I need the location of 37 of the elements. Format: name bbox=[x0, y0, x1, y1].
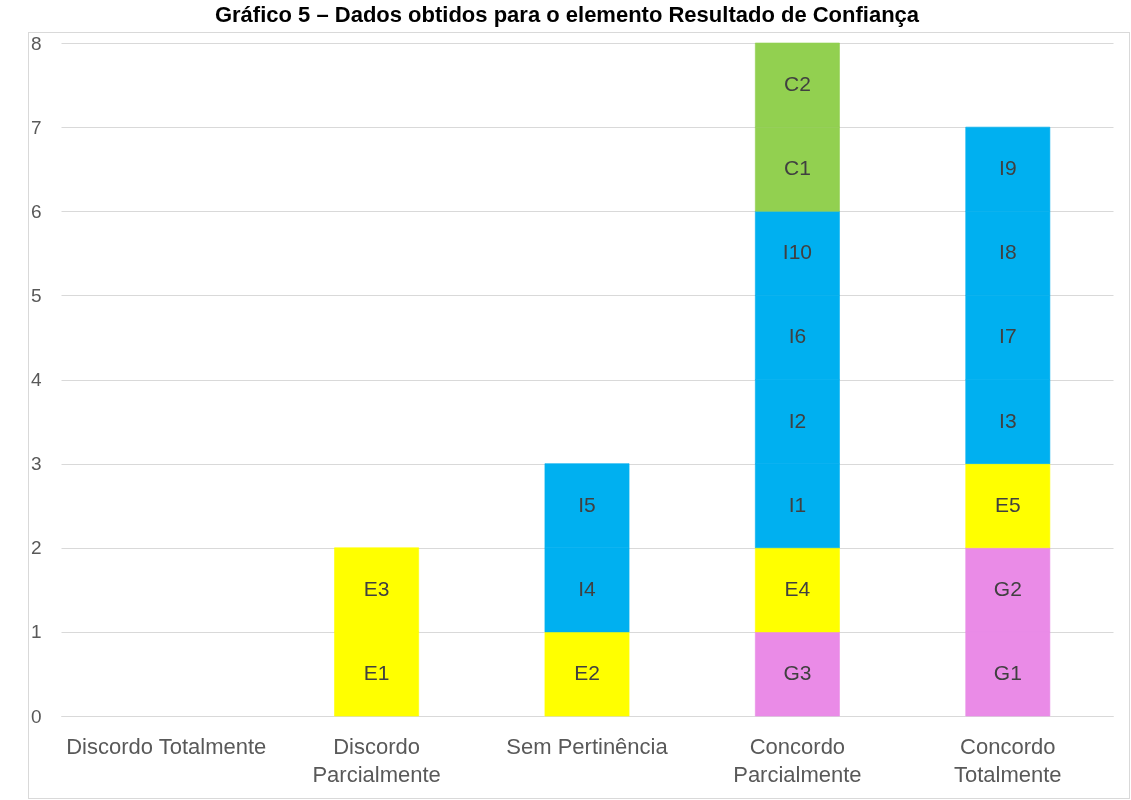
data-label: I4 bbox=[578, 576, 597, 600]
y-tick-label: 7 bbox=[30, 116, 42, 138]
x-tick-label: Concordo Parcialmente bbox=[733, 733, 862, 787]
y-tick-label: 5 bbox=[30, 284, 42, 306]
data-label: I7 bbox=[999, 324, 1017, 348]
y-tick-label: 1 bbox=[30, 621, 42, 643]
data-label: I5 bbox=[578, 492, 596, 516]
data-label: E3 bbox=[363, 576, 390, 600]
data-label: G2 bbox=[993, 576, 1022, 600]
data-label: E1 bbox=[363, 660, 390, 684]
data-label: E5 bbox=[994, 492, 1021, 516]
y-tick-label: 2 bbox=[30, 537, 42, 559]
data-label: C2 bbox=[783, 72, 811, 96]
chart-title: Gráfico 5 – Dados obtidos para o elemento Resultado de Confiança bbox=[214, 2, 920, 27]
data-label: I1 bbox=[788, 492, 807, 516]
bar bbox=[755, 631, 840, 717]
y-tick-label: 4 bbox=[30, 369, 42, 390]
y-tick-label: 3 bbox=[30, 453, 42, 475]
data-label: G1 bbox=[993, 660, 1022, 684]
x-tick-label: Sem Pertinência bbox=[506, 733, 669, 759]
x-tick-label: Discordo Parcialmente bbox=[312, 733, 441, 787]
data-label: E4 bbox=[784, 576, 811, 600]
data-label: I6 bbox=[788, 324, 807, 348]
x-tick-label: Concordo Totalmente bbox=[953, 733, 1062, 787]
y-tick-label: 8 bbox=[30, 32, 42, 54]
data-label: I9 bbox=[999, 156, 1017, 180]
data-label: E2 bbox=[574, 660, 600, 684]
data-label: C1 bbox=[783, 156, 811, 180]
data-label: I3 bbox=[999, 408, 1017, 432]
y-tick-label: 6 bbox=[30, 200, 42, 222]
data-label: I8 bbox=[999, 240, 1017, 264]
data-label: I10 bbox=[782, 240, 812, 264]
x-tick-label: Discordo Totalmente bbox=[66, 733, 267, 759]
data-label: G3 bbox=[783, 660, 812, 684]
y-tick-label: 0 bbox=[30, 705, 42, 727]
bar bbox=[755, 547, 840, 633]
data-label: I2 bbox=[788, 408, 807, 432]
